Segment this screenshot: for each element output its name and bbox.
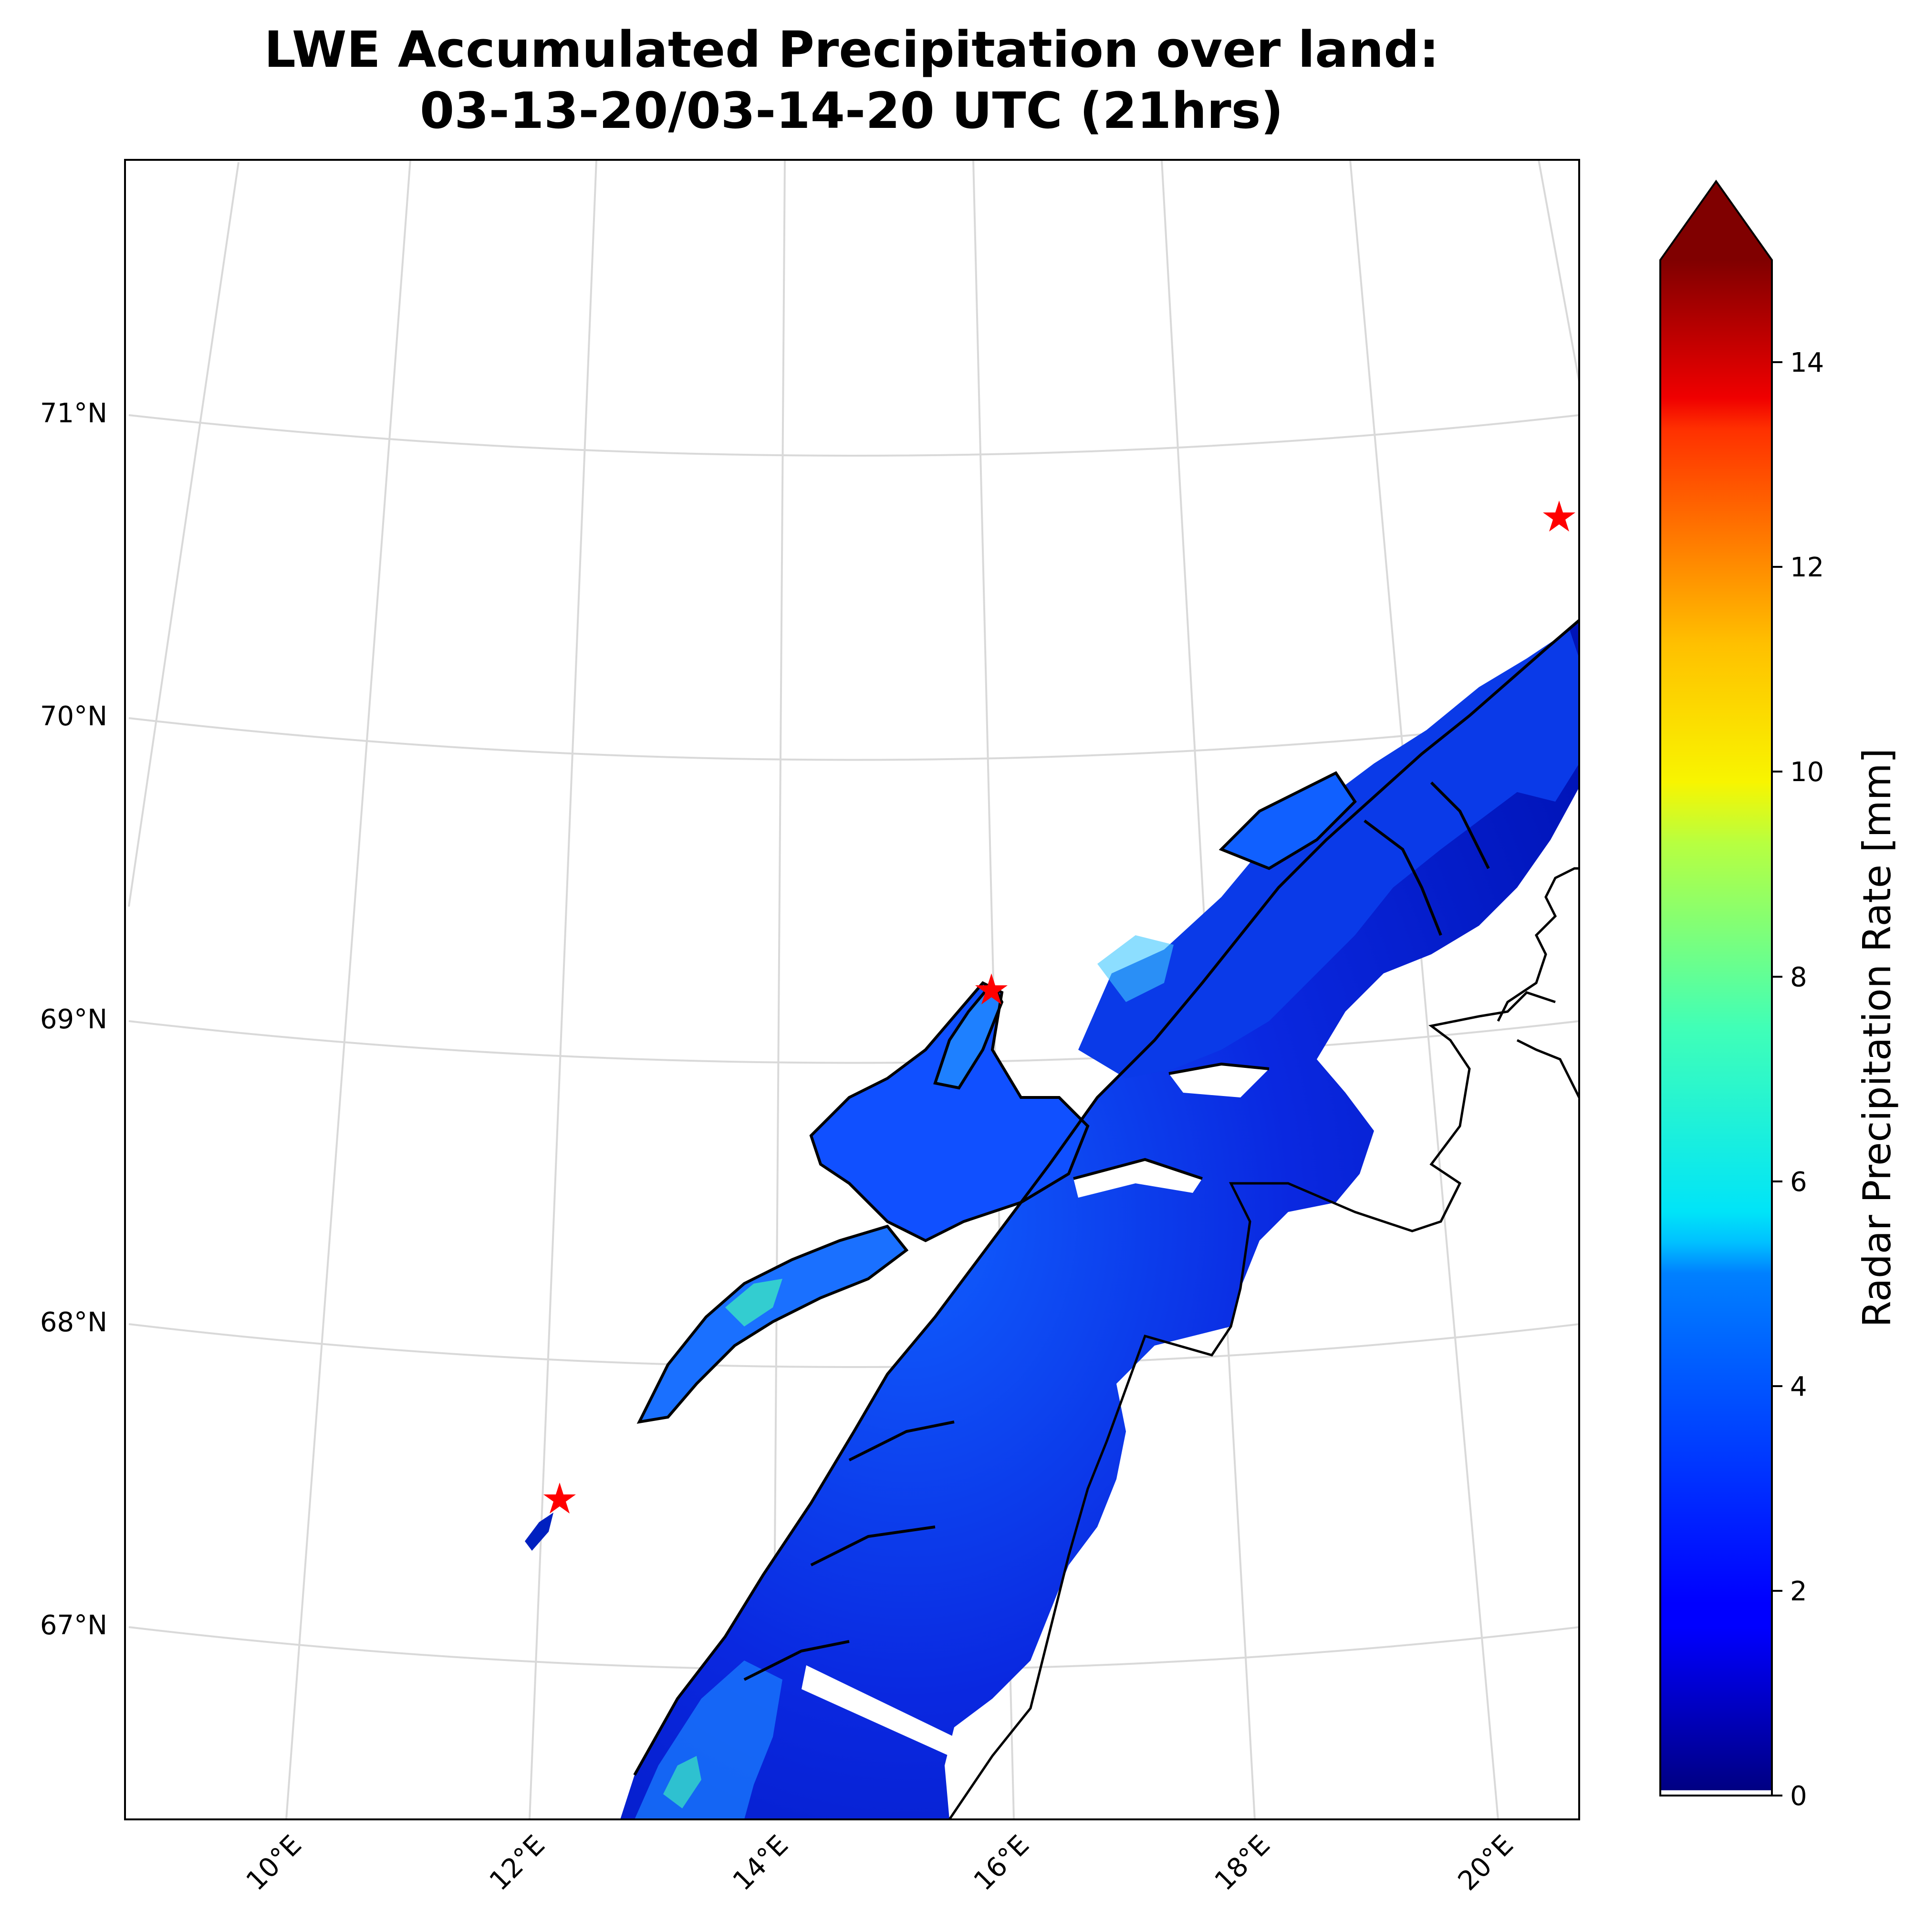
border-norway-finland: [1497, 867, 1579, 1022]
coastlines: [633, 619, 1579, 1776]
colorbar-under-band: [1660, 1790, 1772, 1796]
gridline-71n: [128, 414, 1579, 457]
map-frame: [124, 159, 1580, 1820]
colorbar-tick-labels: 0 2 4 6 8 10 12 14: [1790, 347, 1824, 1812]
vesteralen-islands: [811, 983, 1088, 1241]
cb-tick-12: 12: [1790, 552, 1824, 583]
coastline-lofoten: [636, 1224, 909, 1424]
fjord-6: [810, 1525, 936, 1566]
colorbar-extend-arrow: [1660, 181, 1772, 260]
coastline-vesteralen: [809, 981, 1090, 1243]
coastline-troms: [1218, 771, 1357, 870]
cb-tick-2: 2: [1790, 1576, 1807, 1607]
river-valley-gap-2: [1169, 1064, 1269, 1097]
gridline-69n: [128, 1020, 1579, 1064]
lon-label-14e: 14°E: [727, 1829, 794, 1897]
title-line-1: LWE Accumulated Precipitation over land:: [264, 21, 1439, 79]
map-axes: [124, 159, 1580, 1820]
gridline-70n: [128, 717, 1579, 761]
border-finland-sweden: [1516, 1039, 1579, 1098]
northern-coast-precipitation: [1078, 630, 1579, 1078]
longitude-labels: 10°E 12°E 14°E 16°E 18°E 20°E: [240, 1829, 1520, 1897]
colorbar-frame: [1659, 179, 1773, 1796]
lon-label-20e: 20°E: [1452, 1829, 1520, 1897]
colorbar-label: Radar Precipitation Rate [mm]: [1855, 748, 1899, 1327]
colorbar-gradient: [1660, 260, 1772, 1796]
gridline-8e: [128, 162, 240, 907]
fjord-4: [1430, 781, 1490, 869]
coastline-mainland: [633, 619, 1579, 1776]
troms-islands: [1221, 773, 1355, 868]
fjord-3: [1364, 819, 1442, 936]
cb-tick-10: 10: [1790, 757, 1824, 788]
map-title: LWE Accumulated Precipitation over land:…: [124, 19, 1579, 141]
colorbar: 0 2 4 6 8 10 12 14 Radar Precipitation R…: [1659, 179, 1899, 1812]
gridline-14e: [772, 160, 786, 1819]
radar-beam-gap: [802, 1665, 954, 1756]
star-marker-3[interactable]: [1543, 501, 1575, 532]
lat-label-68n: 68°N: [40, 1307, 107, 1338]
lon-label-12e: 12°E: [484, 1829, 551, 1897]
lat-label-71n: 71°N: [40, 398, 107, 429]
senja-high-precip: [1097, 935, 1174, 1002]
cb-tick-6: 6: [1790, 1167, 1807, 1198]
title-line-2: 03-13-20/03-14-20 UTC (21hrs): [419, 82, 1284, 140]
latitude-labels: 71°N 70°N 69°N 68°N 67°N: [40, 398, 107, 1641]
andoya-island: [935, 983, 1002, 1088]
cb-tick-4: 4: [1790, 1371, 1807, 1402]
fjord-5: [848, 1420, 955, 1462]
cb-tick-0: 0: [1790, 1781, 1807, 1812]
lofoten-green: [725, 1279, 782, 1326]
gridline-68n: [128, 1323, 1579, 1368]
lat-label-70n: 70°N: [40, 701, 107, 732]
fjord-2: [1168, 1062, 1270, 1075]
lat-label-67n: 67°N: [40, 1610, 107, 1641]
gridline-10e: [285, 160, 411, 1819]
gridline-12e: [529, 160, 597, 1819]
offshore-island: [525, 1513, 553, 1551]
lon-label-10e: 10°E: [240, 1829, 308, 1897]
colorbar-ticks: [1772, 361, 1782, 1796]
gridline-22e: [1538, 160, 1579, 382]
national-borders: [948, 867, 1579, 1819]
lon-label-16e: 16°E: [968, 1829, 1035, 1897]
southern-green-spots: [663, 1756, 701, 1808]
star-marker-2[interactable]: [975, 973, 1008, 1004]
cb-tick-8: 8: [1790, 962, 1807, 993]
star-marker-1[interactable]: [543, 1483, 576, 1514]
fjord-7: [743, 1640, 850, 1681]
station-markers: [543, 501, 1575, 1514]
gridline-20e: [1349, 160, 1499, 1819]
cb-tick-14: 14: [1790, 347, 1824, 378]
lon-label-18e: 18°E: [1209, 1829, 1276, 1897]
lat-label-69n: 69°N: [40, 1004, 107, 1035]
fjord-1: [1073, 1158, 1203, 1180]
border-norway-sweden: [948, 991, 1556, 1819]
